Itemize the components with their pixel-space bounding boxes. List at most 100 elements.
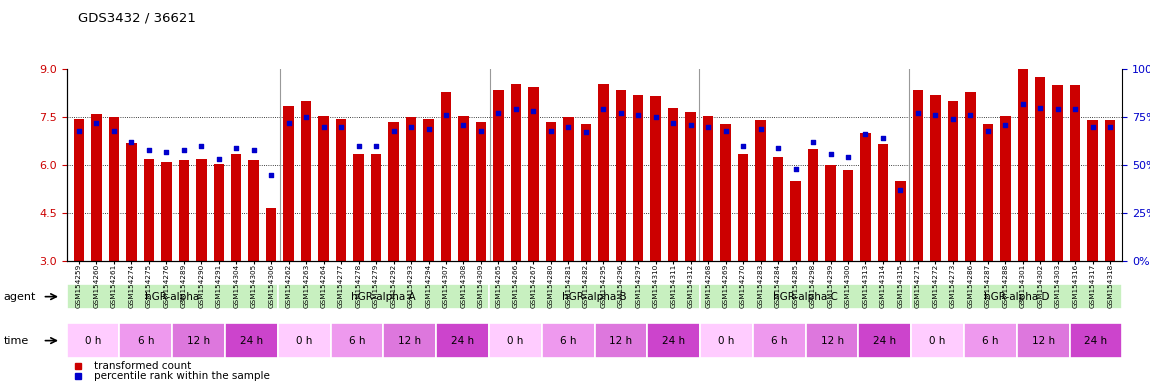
Text: 6 h: 6 h (770, 336, 788, 346)
Point (314, 124, 332, 130)
Bar (528, 87, 538, 261)
Text: 0 h: 0 h (719, 336, 735, 346)
Point (857, 131, 875, 137)
Bar (1070, 85, 1081, 261)
Point (367, 143, 385, 149)
Text: 0 h: 0 h (296, 336, 313, 346)
Bar (283, 106, 294, 261)
Point (70, 127, 89, 134)
Point (787, 166, 805, 172)
Bar (545, 122, 557, 261)
Bar (651, 96, 661, 261)
Bar (161, 162, 171, 261)
Bar (982, 124, 994, 261)
Bar (564, 117, 574, 261)
Bar (632, 95, 644, 261)
Bar (353, 154, 363, 261)
Bar (493, 90, 504, 261)
Point (279, 120, 298, 126)
Point (122, 139, 140, 145)
Bar (807, 149, 819, 261)
Text: 0 h: 0 h (507, 336, 523, 346)
Text: time: time (3, 336, 29, 346)
Bar (1035, 77, 1045, 261)
Point (297, 114, 315, 120)
Point (944, 116, 963, 122)
Bar (860, 133, 871, 261)
Bar (423, 119, 434, 261)
Bar (389, 122, 399, 261)
Text: transformed count: transformed count (94, 361, 192, 371)
Point (716, 127, 735, 134)
Text: 24 h: 24 h (1084, 336, 1107, 346)
Point (908, 110, 927, 116)
Point (332, 124, 351, 130)
Point (595, 106, 613, 113)
Point (139, 147, 158, 153)
Text: percentile rank within the sample: percentile rank within the sample (94, 371, 270, 381)
Point (629, 112, 647, 118)
Text: 12 h: 12 h (1032, 336, 1055, 346)
Text: hGR-alpha: hGR-alpha (145, 291, 199, 302)
Point (1013, 101, 1032, 107)
Bar (126, 143, 137, 261)
Point (1032, 104, 1050, 111)
Bar (196, 159, 207, 261)
Bar (685, 112, 696, 261)
Text: GDS3432 / 36621: GDS3432 / 36621 (78, 12, 196, 25)
Bar (790, 181, 800, 261)
Bar (826, 165, 836, 261)
Bar (668, 108, 678, 261)
Bar (703, 116, 713, 261)
Bar (895, 181, 906, 261)
Bar (738, 154, 749, 261)
Bar (74, 119, 84, 261)
Text: 24 h: 24 h (240, 336, 263, 346)
Point (804, 139, 822, 145)
Point (961, 112, 980, 118)
Bar (301, 101, 312, 261)
Bar (756, 120, 766, 261)
Point (646, 114, 665, 120)
Point (507, 106, 526, 113)
Point (437, 112, 455, 118)
Bar (843, 170, 853, 261)
Point (227, 145, 245, 151)
Text: hGR-alpha A: hGR-alpha A (351, 291, 415, 302)
Bar (319, 116, 329, 261)
Bar (773, 157, 783, 261)
Bar (248, 161, 259, 261)
Bar (913, 90, 923, 261)
Bar (214, 164, 224, 261)
Point (838, 154, 857, 161)
Text: hGR-alpha B: hGR-alpha B (562, 291, 627, 302)
Point (175, 147, 193, 153)
Text: 6 h: 6 h (138, 336, 154, 346)
Text: 24 h: 24 h (451, 336, 474, 346)
Point (559, 124, 577, 130)
Bar (1052, 85, 1063, 261)
Text: 0 h: 0 h (929, 336, 945, 346)
Bar (948, 101, 958, 261)
Point (472, 127, 490, 134)
Text: 0 h: 0 h (85, 336, 101, 346)
Text: hGR-alpha D: hGR-alpha D (984, 291, 1050, 302)
Bar (598, 84, 608, 261)
Text: 12 h: 12 h (187, 336, 210, 346)
Bar (108, 117, 120, 261)
Text: 12 h: 12 h (610, 336, 632, 346)
Point (192, 143, 210, 149)
Point (384, 127, 402, 134)
Text: hGR-alpha C: hGR-alpha C (773, 291, 838, 302)
Text: 12 h: 12 h (820, 336, 844, 346)
Point (699, 124, 718, 130)
Point (524, 108, 543, 114)
Point (926, 112, 944, 118)
Point (769, 145, 788, 151)
Bar (336, 119, 346, 261)
Point (350, 143, 368, 149)
Bar (720, 124, 731, 261)
Point (1101, 124, 1119, 130)
Point (262, 172, 281, 178)
Text: agent: agent (3, 291, 36, 302)
